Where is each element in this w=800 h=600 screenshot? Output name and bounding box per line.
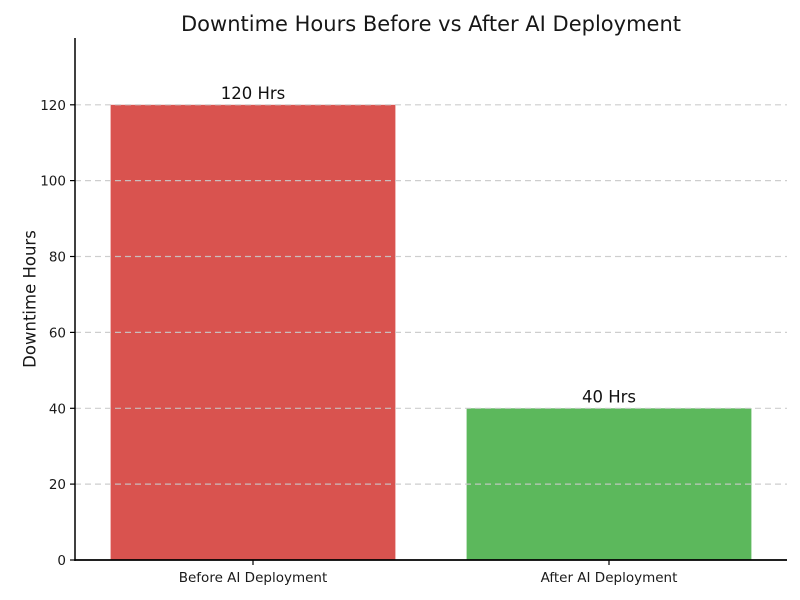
y-axis-tick-label: 0: [57, 553, 66, 569]
y-axis-tick-label: 20: [49, 477, 66, 493]
y-axis-label: Downtime Hours: [20, 230, 40, 368]
x-axis-tick-label: After AI Deployment: [541, 570, 678, 586]
bar-value-label: 40 Hrs: [582, 387, 636, 406]
bar-before-ai-deployment: [110, 104, 396, 561]
y-axis-tick-label: 80: [49, 250, 66, 266]
y-axis-tick-label: 100: [40, 174, 66, 190]
chart-title: Downtime Hours Before vs After AI Deploy…: [181, 12, 681, 36]
y-axis-tick-label: 60: [49, 325, 66, 341]
bar-value-label: 120 Hrs: [221, 84, 286, 103]
y-axis-tick-label: 120: [40, 98, 66, 114]
x-axis-tick-label: Before AI Deployment: [179, 570, 328, 586]
y-axis-tick-label: 40: [49, 401, 66, 417]
